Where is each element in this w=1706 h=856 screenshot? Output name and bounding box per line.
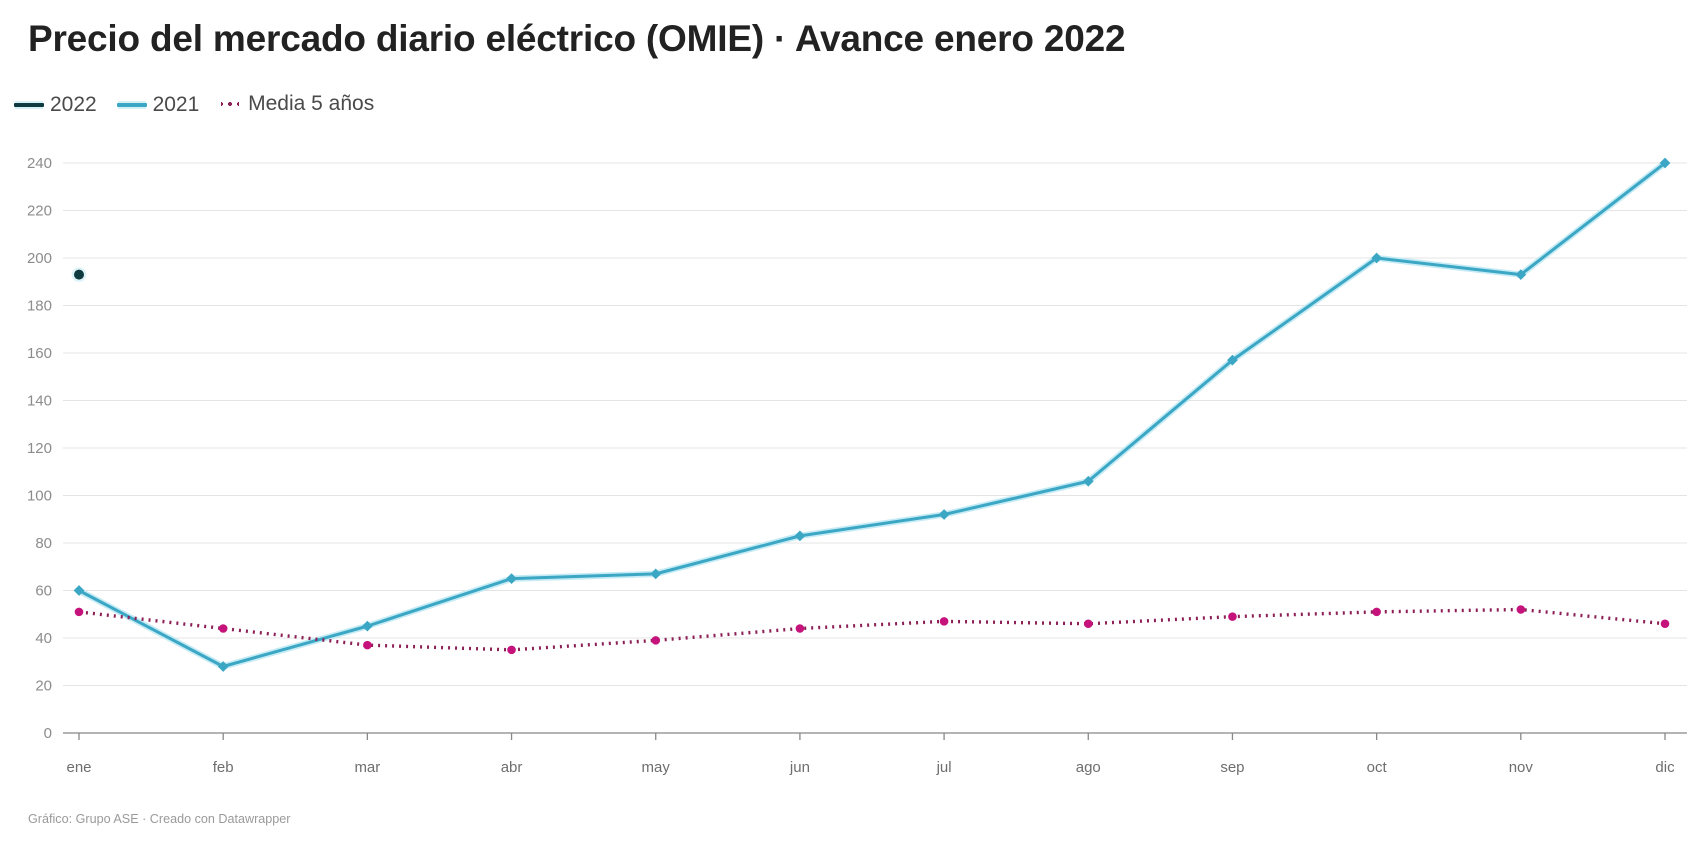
svg-text:abr: abr: [501, 759, 523, 776]
svg-text:40: 40: [35, 630, 52, 647]
svg-text:oct: oct: [1367, 759, 1388, 776]
svg-text:mar: mar: [354, 759, 380, 776]
svg-text:jun: jun: [789, 759, 810, 776]
svg-text:80: 80: [35, 535, 52, 552]
svg-text:160: 160: [27, 345, 52, 362]
svg-text:120: 120: [27, 440, 52, 457]
svg-text:ago: ago: [1076, 759, 1101, 776]
svg-text:dic: dic: [1655, 759, 1675, 776]
svg-text:0: 0: [44, 725, 52, 742]
svg-text:sep: sep: [1220, 759, 1244, 776]
svg-text:may: may: [642, 759, 671, 776]
svg-text:20: 20: [35, 678, 52, 695]
svg-text:jul: jul: [936, 759, 952, 776]
svg-text:200: 200: [27, 250, 52, 267]
svg-text:240: 240: [27, 155, 52, 172]
svg-text:100: 100: [27, 488, 52, 505]
svg-text:220: 220: [27, 203, 52, 220]
svg-text:180: 180: [27, 298, 52, 315]
svg-text:140: 140: [27, 393, 52, 410]
svg-text:nov: nov: [1509, 759, 1534, 776]
svg-text:feb: feb: [213, 759, 234, 776]
svg-text:60: 60: [35, 583, 52, 600]
svg-text:ene: ene: [66, 759, 91, 776]
